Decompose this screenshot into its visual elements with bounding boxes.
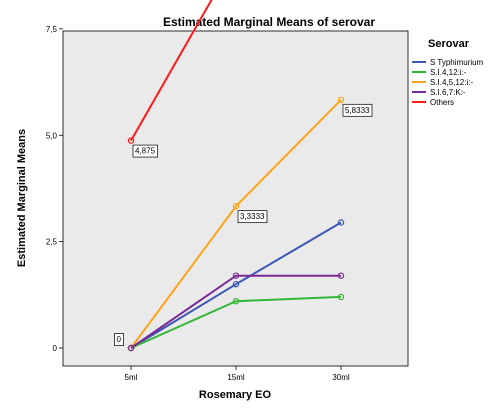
y-tick-label: 5,0 — [46, 131, 58, 140]
legend-label: S.I.6,7:K:- — [430, 88, 466, 97]
data-point — [127, 344, 135, 352]
x-tick-label: 30ml — [332, 373, 350, 382]
chart-title: Estimated Marginal Means of serovar — [163, 15, 375, 29]
legend: Serovar S TyphimuriumS.I.4,12:i:-S.I.4,5… — [412, 38, 484, 107]
series-line-4 — [130, 0, 213, 142]
data-label-text: 3,3333 — [240, 212, 265, 221]
data-point — [337, 219, 345, 226]
x-tick-label: 5ml — [125, 373, 138, 382]
data-label: 4,875 — [132, 144, 158, 158]
legend-label: Others — [430, 98, 454, 107]
x-tick-label: 15ml — [227, 373, 245, 382]
y-tick-label: 0 — [53, 344, 58, 353]
series-line-3 — [130, 274, 341, 349]
data-label-text: 0 — [117, 335, 122, 344]
y-axis-title: Estimated Marginal Means — [16, 129, 28, 267]
data-label: 5,8333 — [342, 103, 373, 117]
series-points — [127, 96, 345, 352]
series-lines — [130, 0, 342, 349]
data-label: 0 — [114, 333, 124, 346]
x-axis: 5ml 15ml 30ml — [125, 366, 350, 382]
data-point — [337, 96, 345, 103]
series-line-2 — [130, 99, 342, 349]
data-point — [232, 280, 240, 288]
data-label-text: 4,875 — [135, 147, 156, 156]
data-label-text: 5,8333 — [345, 106, 370, 115]
data-point — [337, 293, 345, 301]
data-point — [337, 272, 345, 279]
data-point — [127, 137, 135, 144]
data-label: 3,3333 — [237, 210, 268, 224]
legend-label: S Typhimurium — [430, 58, 484, 67]
y-tick-label: 2,5 — [46, 238, 58, 247]
data-point — [232, 272, 240, 279]
legend-label: S.I.4,12:i:- — [430, 68, 467, 77]
y-tick-label: 7,5 — [46, 25, 58, 34]
y-axis: 02,55,07,510,012,5 — [46, 25, 63, 353]
legend-label: S.I.4,5,12:i:- — [430, 78, 473, 87]
plot-area — [62, 30, 409, 367]
data-point — [232, 202, 240, 210]
x-axis-title: Rosemary EO — [199, 389, 272, 401]
legend-title: Serovar — [428, 38, 470, 50]
data-point — [232, 297, 240, 305]
series-line-1 — [130, 295, 342, 349]
series-line-0 — [130, 221, 342, 349]
